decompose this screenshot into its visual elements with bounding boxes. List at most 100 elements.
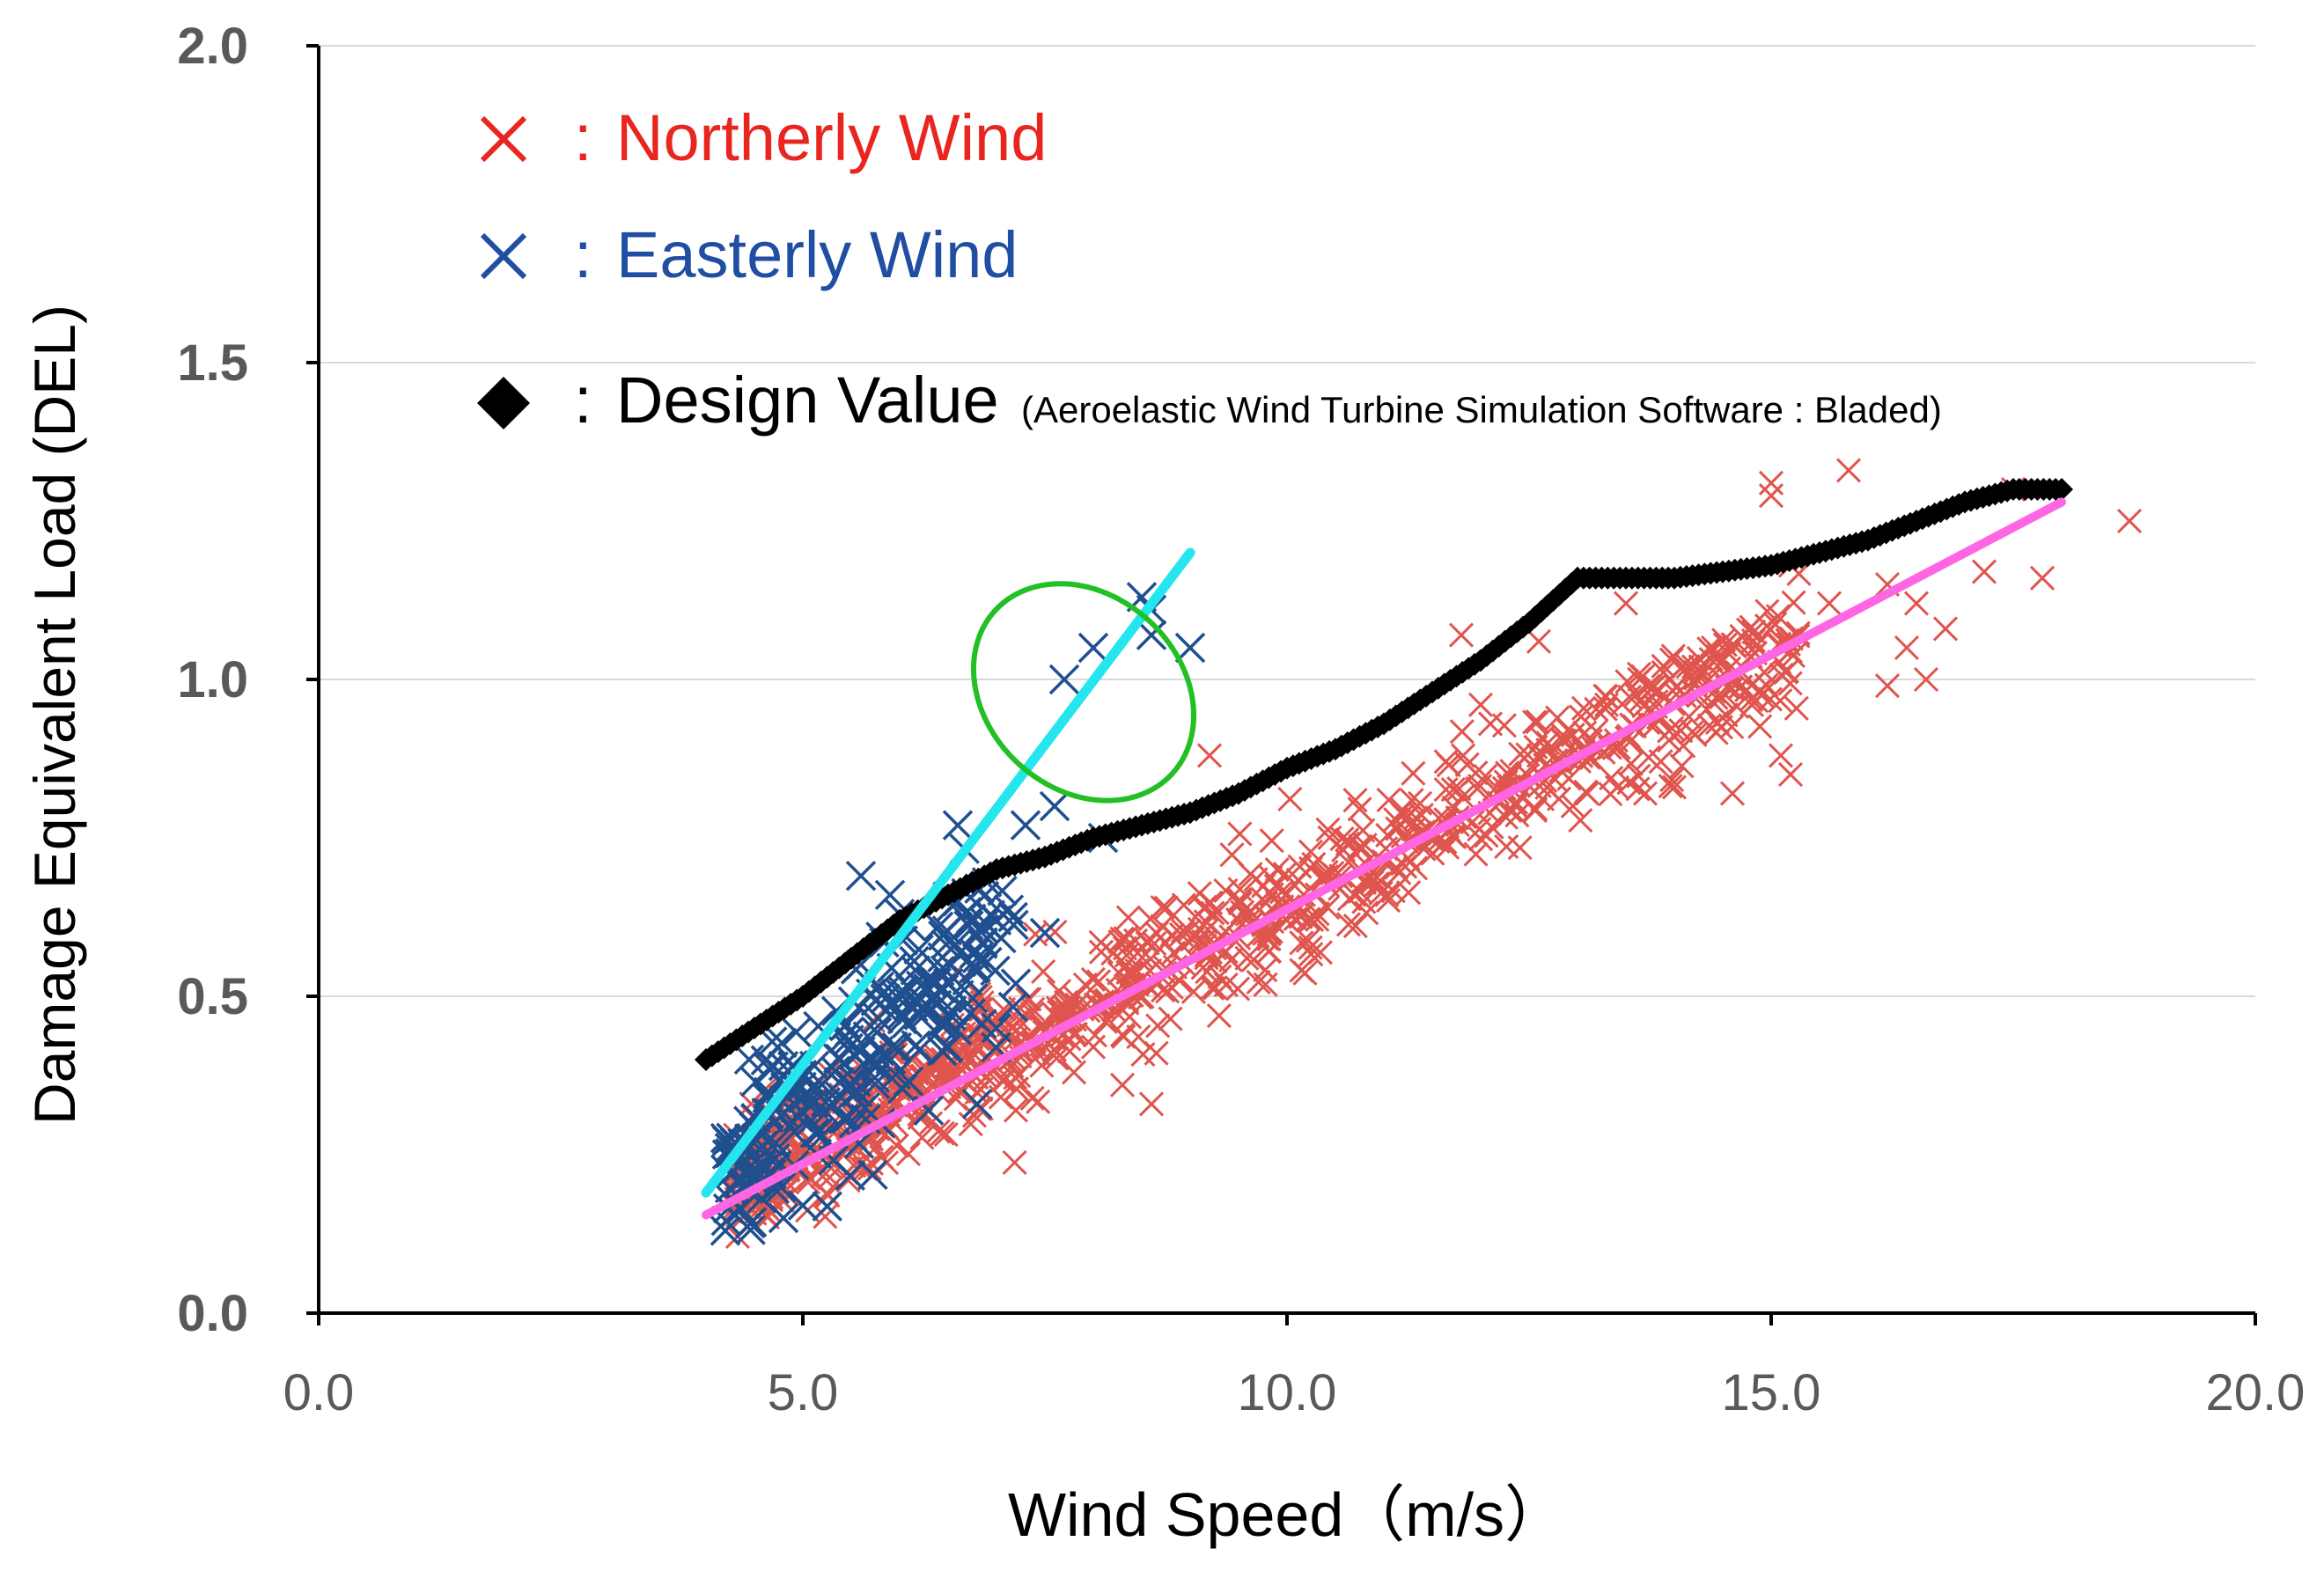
northerly-point-stroke	[1668, 718, 1694, 744]
highlight-layer	[970, 581, 1197, 804]
easterly-point-stroke	[761, 1149, 792, 1180]
northerly-point-stroke	[1026, 1089, 1051, 1114]
easterly-point-stroke	[746, 1183, 777, 1214]
easterly-point-stroke	[916, 966, 947, 998]
easterly-point-stroke	[880, 1059, 911, 1090]
easterly-point-stroke	[901, 1030, 931, 1061]
easterly-point-stroke	[825, 1043, 856, 1075]
northerly-point	[1159, 922, 1185, 948]
northerly-point-stroke	[1816, 591, 1842, 616]
northerly-point-stroke	[1061, 1060, 1087, 1085]
northerly-point	[967, 1096, 992, 1121]
northerly-point-stroke	[958, 1112, 983, 1137]
northerly-point-stroke	[1199, 975, 1225, 1001]
easterly-point-stroke	[861, 1017, 893, 1048]
y-tick-label: 1.0	[177, 651, 248, 708]
northerly-point	[1618, 751, 1644, 776]
northerly-point	[1227, 891, 1253, 916]
easterly-point-stroke	[993, 894, 1025, 925]
easterly-point-stroke	[710, 1205, 742, 1237]
northerly-point-stroke	[884, 1133, 909, 1158]
easterly-point-stroke	[777, 1051, 808, 1083]
northerly-point	[1259, 828, 1284, 854]
northerly-point-stroke	[930, 1120, 955, 1146]
northerly-point	[1680, 719, 1705, 745]
x-tick-label: 0.0	[283, 1364, 355, 1421]
northerly-point-stroke	[1213, 877, 1239, 903]
northerly-point-stroke	[1029, 1053, 1055, 1078]
legend-entry-3-marker	[477, 377, 530, 429]
northerly-point-stroke	[857, 1156, 882, 1181]
northerly-point-stroke	[1493, 769, 1519, 795]
northerly-point-stroke	[1440, 776, 1466, 803]
northerly-point-stroke	[1736, 617, 1761, 642]
easterly-point-stroke	[852, 1021, 884, 1052]
northerly-point-stroke	[1390, 851, 1416, 877]
easterly-point-stroke	[864, 1035, 894, 1066]
northerly-point-stroke	[835, 1168, 861, 1193]
northerly-point-stroke	[1636, 745, 1661, 770]
northerly-point	[1783, 695, 1809, 721]
northerly-point	[1135, 929, 1160, 954]
northerly-point-stroke	[1704, 709, 1730, 735]
northerly-point	[1042, 919, 1068, 944]
northerly-point-stroke	[990, 996, 1017, 1023]
easterly-point	[967, 1009, 997, 1039]
northerly-point	[1467, 692, 1494, 717]
northerly-point	[1138, 1091, 1165, 1117]
northerly-point	[2029, 565, 2056, 591]
easterly-point-stroke	[811, 1097, 842, 1128]
easterly-point-stroke	[840, 1075, 871, 1107]
northerly-point	[1234, 945, 1260, 971]
northerly-point-stroke	[1342, 914, 1368, 939]
easterly-point-stroke	[802, 1117, 834, 1149]
northerly-point-stroke	[1230, 899, 1255, 925]
northerly-point	[1874, 673, 1901, 699]
easterly-point	[951, 897, 982, 928]
northerly-point-stroke	[1740, 628, 1767, 653]
northerly-point	[1440, 776, 1466, 803]
northerly-point-stroke	[1057, 987, 1083, 1013]
legend-entry-2: : Easterly Wind	[480, 218, 1018, 291]
northerly-point-stroke	[1570, 695, 1597, 721]
easterly-point-stroke	[845, 860, 877, 892]
easterly-point-stroke	[986, 922, 1017, 954]
northerly-point-stroke	[1568, 704, 1594, 730]
design-value-point	[2050, 478, 2073, 501]
easterly-scatter-layer	[710, 582, 1206, 1246]
grid-layer	[319, 45, 2255, 997]
x-axis-label: Wind Speed（m/s）	[1008, 1480, 1566, 1549]
easterly-point	[933, 967, 964, 999]
northerly-point	[1342, 788, 1368, 813]
northerly-point	[1584, 696, 1609, 722]
northerly-point-stroke	[1604, 774, 1630, 800]
northerly-point	[1292, 960, 1318, 986]
easterly-point	[845, 860, 877, 892]
northerly-point	[1522, 709, 1548, 735]
easterly-point-stroke	[913, 1095, 945, 1126]
easterly-point-stroke	[783, 1102, 814, 1133]
northerly-point-stroke	[1195, 959, 1220, 985]
northerly-point-stroke	[864, 1077, 890, 1103]
northerly-point	[1180, 927, 1205, 952]
northerly-point	[858, 1150, 884, 1176]
northerly-point-stroke	[1227, 821, 1253, 847]
legend-entry-1-marker	[480, 115, 527, 163]
northerly-point	[1145, 1013, 1171, 1039]
northerly-point	[1758, 470, 1784, 496]
northerly-point	[1277, 786, 1303, 812]
northerly-point-stroke	[1903, 591, 1930, 616]
northerly-point-stroke	[1202, 975, 1228, 1001]
northerly-point-stroke	[1130, 1042, 1156, 1068]
northerly-point	[857, 1156, 882, 1181]
northerly-point-stroke	[1031, 958, 1056, 985]
northerly-point	[1777, 761, 1804, 788]
northerly-point	[1350, 818, 1376, 843]
northerly-point-stroke	[1573, 779, 1599, 804]
axis-label-layer: Wind Speed（m/s） Damage Equivalent Load (D…	[22, 305, 1566, 1549]
legend-entry-2-marker	[480, 232, 527, 280]
northerly-point-stroke	[1296, 907, 1321, 932]
northerly-point-stroke	[1741, 619, 1767, 644]
northerly-point	[1507, 835, 1533, 861]
easterly-point-stroke	[963, 914, 995, 945]
